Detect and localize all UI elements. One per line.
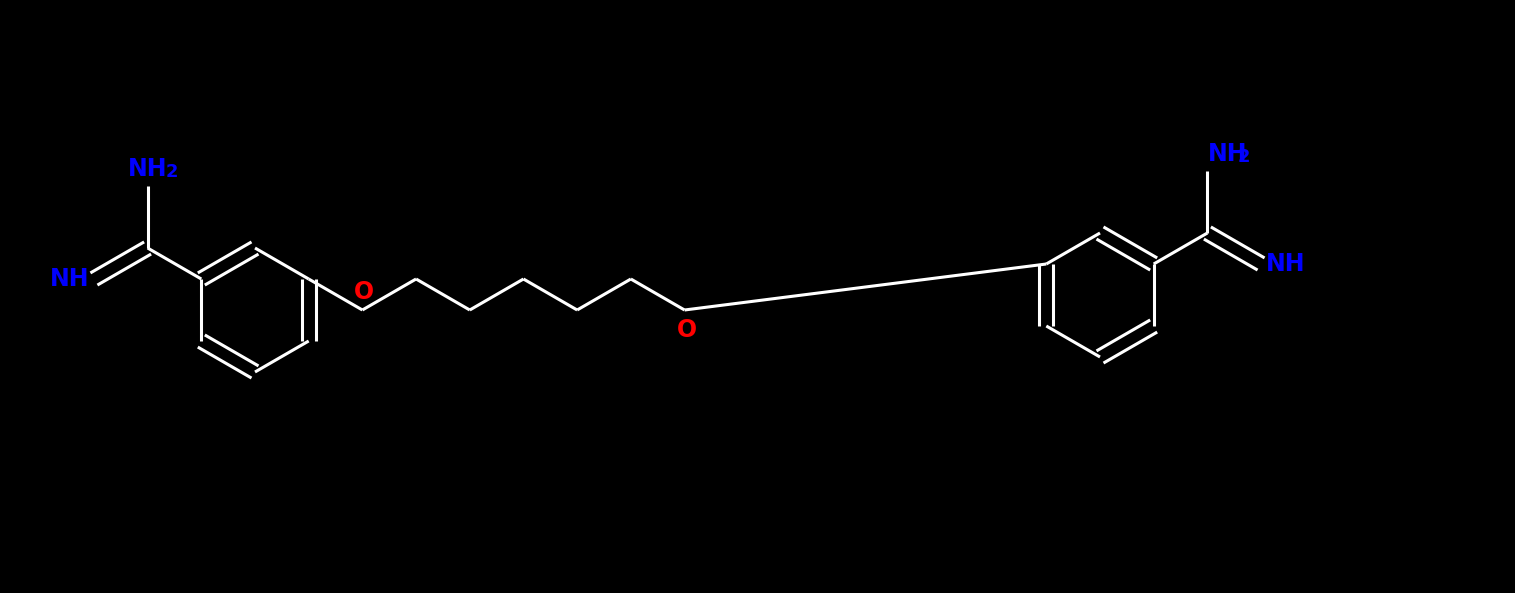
Text: O: O [677, 318, 697, 342]
Text: O: O [355, 280, 374, 304]
Text: NH: NH [127, 157, 167, 181]
Text: 2: 2 [1238, 148, 1250, 166]
Text: NH: NH [1267, 252, 1306, 276]
Text: 2: 2 [165, 163, 179, 181]
Text: NH: NH [1207, 142, 1247, 166]
Text: NH: NH [50, 267, 89, 291]
